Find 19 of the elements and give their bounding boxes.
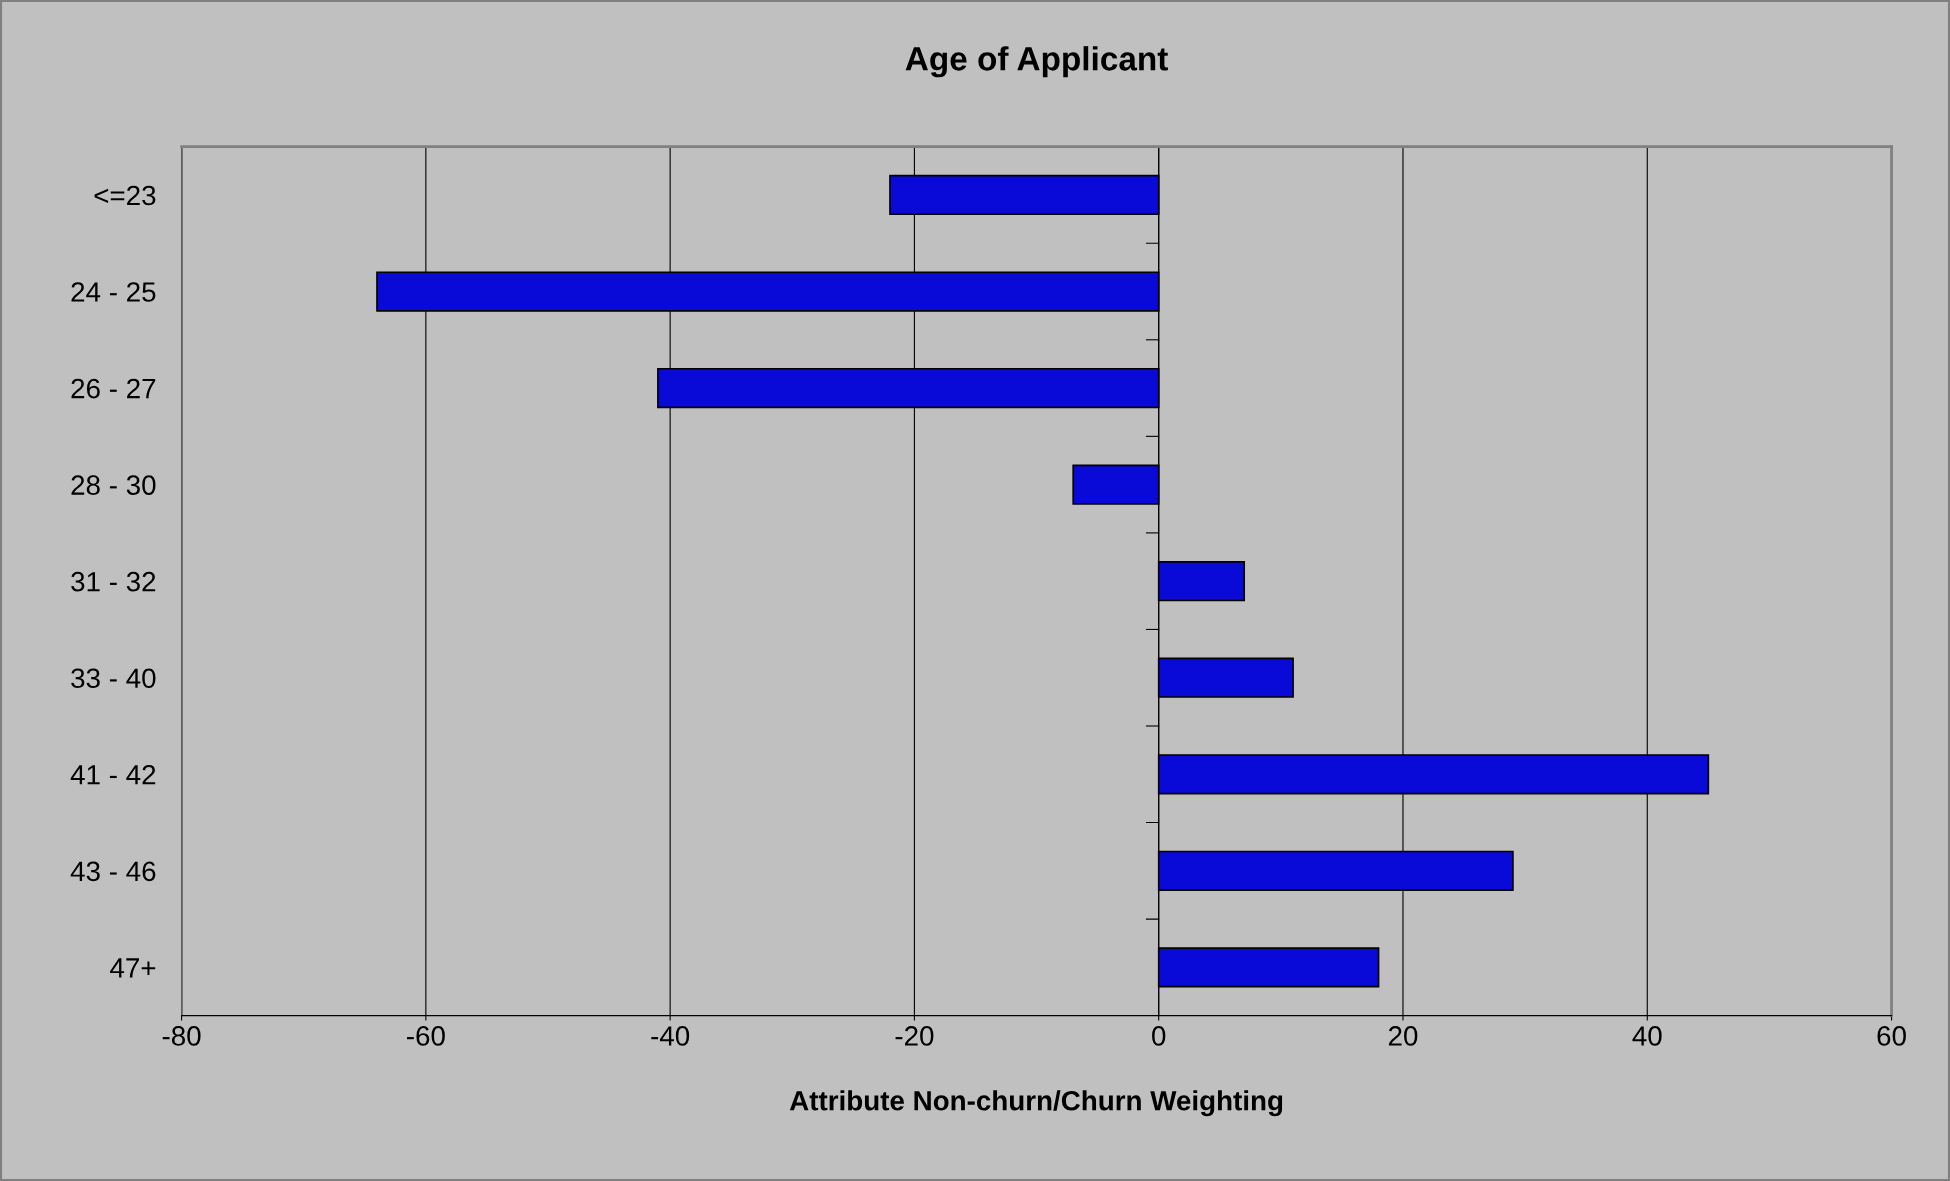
x-tick-label: -40 [651,1026,690,1046]
x-tick-label: 60 [1877,1026,1906,1046]
chart-title: Age of Applicant [905,46,1168,78]
x-tick-label: 20 [1388,1026,1418,1046]
y-tick-label: 33 - 40 [71,668,156,689]
y-tick-label: 24 - 25 [71,282,156,302]
x-axis-title: Attribute Non-churn/Churn Weighting [789,1090,1283,1117]
y-tick-label: 43 - 46 [70,861,156,882]
y-tick-label: <=23 [94,185,156,206]
y-tick-label: 47+ [110,958,156,978]
y-tick-label: 41 - 42 [70,764,156,785]
x-tick-label: -20 [895,1026,934,1046]
x-tick-label: -60 [407,1026,445,1046]
y-tick-label: 26 - 27 [71,378,156,399]
y-tick-label: 31 - 32 [71,571,156,592]
x-tick-label: -80 [162,1026,201,1046]
y-tick-label: 28 - 30 [71,475,156,495]
x-tick-label: 0 [1152,1026,1166,1046]
x-tick-label: 40 [1632,1026,1662,1046]
